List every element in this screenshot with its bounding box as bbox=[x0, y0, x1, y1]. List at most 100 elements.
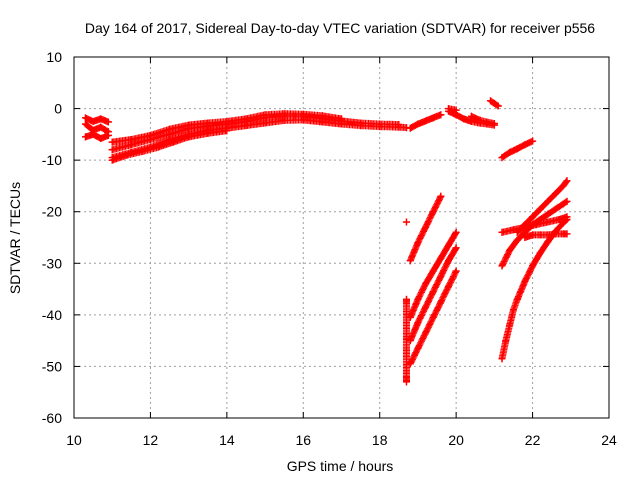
data-point bbox=[402, 218, 410, 226]
y-tick-label: 0 bbox=[54, 101, 62, 117]
data-point bbox=[529, 137, 537, 145]
data-point bbox=[406, 257, 414, 265]
data-point bbox=[513, 236, 521, 244]
data-point bbox=[544, 218, 552, 226]
data-point bbox=[502, 337, 510, 345]
data-point bbox=[445, 105, 452, 113]
data-point bbox=[513, 228, 521, 236]
data-point bbox=[521, 277, 529, 285]
data-series bbox=[81, 114, 112, 126]
y-axis-title: SDTVAR / TECUs bbox=[7, 182, 23, 294]
x-tick-label: 14 bbox=[219, 432, 235, 448]
data-point bbox=[437, 111, 445, 119]
axis-ticks: 10 12 14 16 18 20 22 24 10 0 -10 -20 -30 -40 -50 -60 bbox=[42, 49, 617, 448]
data-point bbox=[429, 313, 437, 321]
data-series bbox=[513, 177, 571, 236]
data-point bbox=[108, 156, 116, 164]
data-point bbox=[429, 267, 437, 275]
data-point bbox=[223, 127, 231, 135]
data-point bbox=[445, 282, 452, 290]
data-point bbox=[483, 118, 491, 126]
y-tick-label: -50 bbox=[42, 358, 62, 374]
data-point bbox=[563, 215, 571, 223]
y-tick-label: -30 bbox=[42, 255, 62, 271]
data-point bbox=[414, 120, 422, 128]
data-point bbox=[536, 205, 544, 213]
data-point bbox=[437, 272, 445, 280]
data-point bbox=[452, 244, 460, 252]
data-point bbox=[498, 228, 506, 236]
data-point bbox=[402, 298, 410, 306]
data-point bbox=[559, 182, 567, 190]
data-point bbox=[529, 221, 537, 229]
data-series bbox=[487, 97, 502, 110]
data-point bbox=[429, 208, 437, 216]
data-point bbox=[108, 138, 116, 146]
data-series bbox=[402, 295, 410, 386]
data-point bbox=[552, 190, 559, 198]
data-point bbox=[445, 241, 452, 249]
data-point bbox=[97, 134, 105, 142]
chart-title: Day 164 of 2017, Sidereal Day-to-day VTE… bbox=[85, 20, 595, 36]
data-point bbox=[414, 295, 422, 303]
data-point bbox=[460, 115, 468, 123]
data-point bbox=[414, 344, 422, 352]
data-point bbox=[467, 112, 475, 120]
data-point bbox=[498, 154, 506, 162]
data-point bbox=[185, 133, 193, 141]
data-point bbox=[185, 121, 193, 129]
data-point bbox=[108, 146, 116, 154]
data-point bbox=[169, 138, 177, 146]
data-point bbox=[506, 246, 514, 254]
data-point bbox=[529, 213, 537, 221]
data-point bbox=[139, 147, 147, 155]
x-tick-label: 18 bbox=[372, 432, 388, 448]
data-point bbox=[494, 102, 502, 110]
data-point bbox=[357, 119, 365, 127]
data-point bbox=[97, 115, 105, 123]
x-tick-label: 12 bbox=[143, 432, 159, 448]
data-point bbox=[429, 288, 437, 296]
data-point bbox=[563, 197, 571, 205]
data-point bbox=[104, 131, 112, 139]
data-series bbox=[402, 218, 410, 226]
data-series bbox=[498, 197, 571, 270]
data-point bbox=[452, 267, 460, 275]
data-point bbox=[414, 319, 422, 327]
data-point bbox=[475, 116, 483, 124]
data-point bbox=[81, 120, 89, 128]
data-point bbox=[559, 200, 567, 208]
data-series bbox=[406, 192, 445, 265]
data-point bbox=[490, 99, 498, 107]
data-point bbox=[437, 298, 445, 306]
data-point bbox=[509, 226, 517, 234]
data-point bbox=[498, 262, 506, 270]
data-point bbox=[552, 205, 559, 213]
x-axis-title: GPS time / hours bbox=[287, 458, 394, 474]
data-point bbox=[437, 254, 445, 262]
data-point bbox=[536, 231, 544, 239]
data-point bbox=[204, 129, 212, 137]
data-point bbox=[506, 321, 514, 329]
data-point bbox=[406, 124, 414, 132]
x-tick-label: 10 bbox=[66, 432, 82, 448]
data-point bbox=[299, 110, 307, 118]
data-series bbox=[81, 120, 112, 136]
data-point bbox=[124, 151, 131, 159]
data-point bbox=[422, 223, 430, 231]
data-point bbox=[552, 227, 559, 235]
y-tick-label: -10 bbox=[42, 152, 62, 168]
data-point bbox=[429, 114, 437, 122]
data-point bbox=[513, 145, 521, 153]
data-point bbox=[529, 262, 537, 270]
data-point bbox=[555, 215, 563, 223]
data-point bbox=[376, 120, 384, 128]
data-point bbox=[280, 110, 288, 118]
data-series bbox=[406, 244, 460, 345]
data-point bbox=[487, 97, 495, 105]
data-point bbox=[261, 111, 269, 119]
data-point bbox=[204, 119, 212, 127]
y-tick-label: -40 bbox=[42, 307, 62, 323]
